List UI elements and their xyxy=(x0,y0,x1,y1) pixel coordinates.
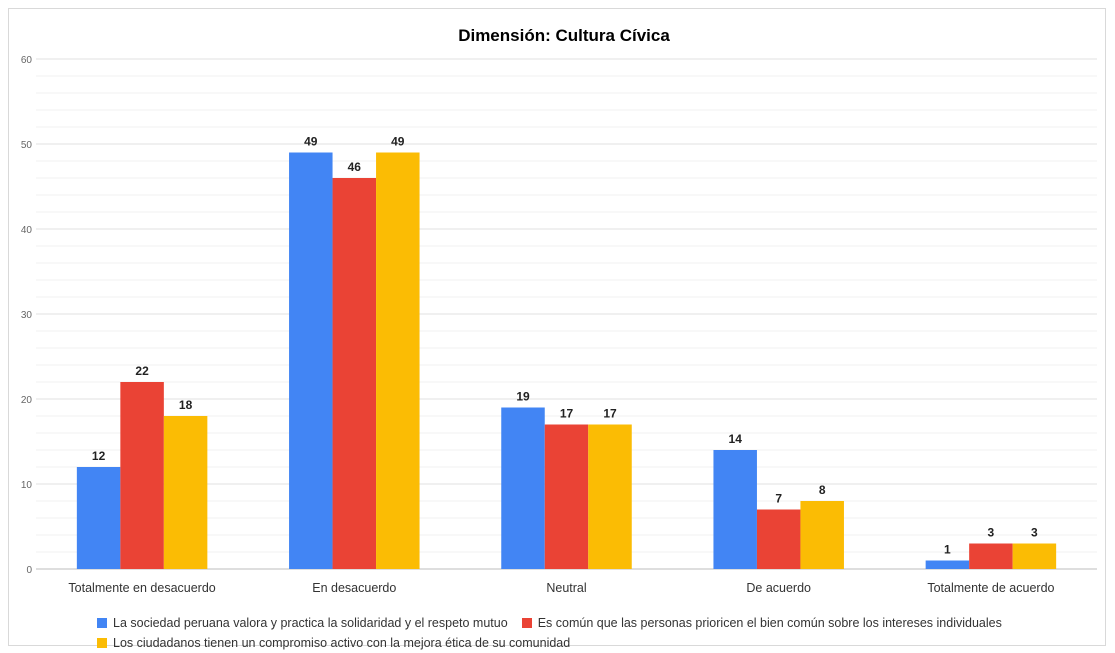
legend-item: Los ciudadanos tienen un compromiso acti… xyxy=(97,633,570,653)
legend-swatch xyxy=(97,618,107,628)
data-label: 17 xyxy=(560,407,574,421)
x-tick-label: De acuerdo xyxy=(746,581,811,595)
data-label: 18 xyxy=(179,398,193,412)
bar xyxy=(289,152,333,569)
x-axis-ticks: Totalmente en desacuerdo En desacuerdo Neu… xyxy=(68,581,1054,595)
bar xyxy=(756,509,801,569)
data-label: 3 xyxy=(988,526,995,540)
bar xyxy=(800,501,844,569)
bar xyxy=(1012,543,1057,569)
bar-chart: Dimensión: Cultura Cívica 0102030405060 … xyxy=(21,26,1097,595)
x-tick-label: Totalmente de acuerdo xyxy=(927,581,1054,595)
bar xyxy=(925,560,970,569)
bar xyxy=(76,467,121,569)
y-tick-label: 40 xyxy=(21,225,33,236)
y-tick-label: 60 xyxy=(21,55,33,66)
data-label: 7 xyxy=(775,492,782,506)
y-tick-label: 0 xyxy=(26,565,32,576)
legend-label: La sociedad peruana valora y practica la… xyxy=(113,616,508,630)
legend-swatch xyxy=(521,618,532,628)
bar xyxy=(120,382,164,569)
data-label: 46 xyxy=(348,160,362,174)
chart-title: Dimensión: Cultura Cívica xyxy=(458,26,670,45)
x-tick-label: Neutral xyxy=(546,581,586,595)
data-label: 3 xyxy=(1031,526,1038,540)
bar xyxy=(163,416,208,569)
bar xyxy=(713,450,757,569)
data-labels: 12 22 18 49 46 49 19 17 17 14 7 8 1 3 3 xyxy=(92,135,1038,557)
bar xyxy=(969,543,1013,569)
x-tick-label: En desacuerdo xyxy=(312,581,396,595)
bar xyxy=(501,407,545,569)
legend-item: La sociedad peruana valora y practica la… xyxy=(97,613,508,633)
data-label: 49 xyxy=(304,135,318,149)
data-label: 19 xyxy=(516,390,530,404)
y-tick-label: 20 xyxy=(21,395,33,406)
legend-label: Los ciudadanos tienen un compromiso acti… xyxy=(113,636,571,650)
chart-frame: Dimensión: Cultura Cívica 0 10 20 30 40 50 60 … xyxy=(8,8,1106,650)
x-tick-label: Totalmente en desacuerdo xyxy=(68,581,215,595)
bar xyxy=(376,152,420,569)
data-label: 22 xyxy=(135,364,149,378)
data-label: 12 xyxy=(92,449,106,463)
data-label: 14 xyxy=(729,432,743,446)
bar xyxy=(544,424,589,569)
data-label: 1 xyxy=(944,543,951,557)
legend-item: Es común que las personas prioricen el b… xyxy=(521,613,1002,633)
legend-label: Es común que las personas prioricen el b… xyxy=(537,616,1002,630)
legend: La sociedad peruana valora y practica la… xyxy=(97,613,1107,653)
legend-swatch xyxy=(97,638,107,648)
grid-lines xyxy=(36,58,1097,570)
y-tick-label: 30 xyxy=(21,310,33,321)
y-tick-label: 50 xyxy=(21,140,33,151)
y-tick-label: 10 xyxy=(21,480,33,491)
y-axis-ticks: 0 10 20 30 40 50 60 xyxy=(21,55,33,576)
data-label: 17 xyxy=(603,407,617,421)
bar xyxy=(588,424,632,569)
bars xyxy=(76,152,1057,569)
bar xyxy=(332,178,377,569)
data-label: 49 xyxy=(391,135,405,149)
data-label: 8 xyxy=(819,483,826,497)
